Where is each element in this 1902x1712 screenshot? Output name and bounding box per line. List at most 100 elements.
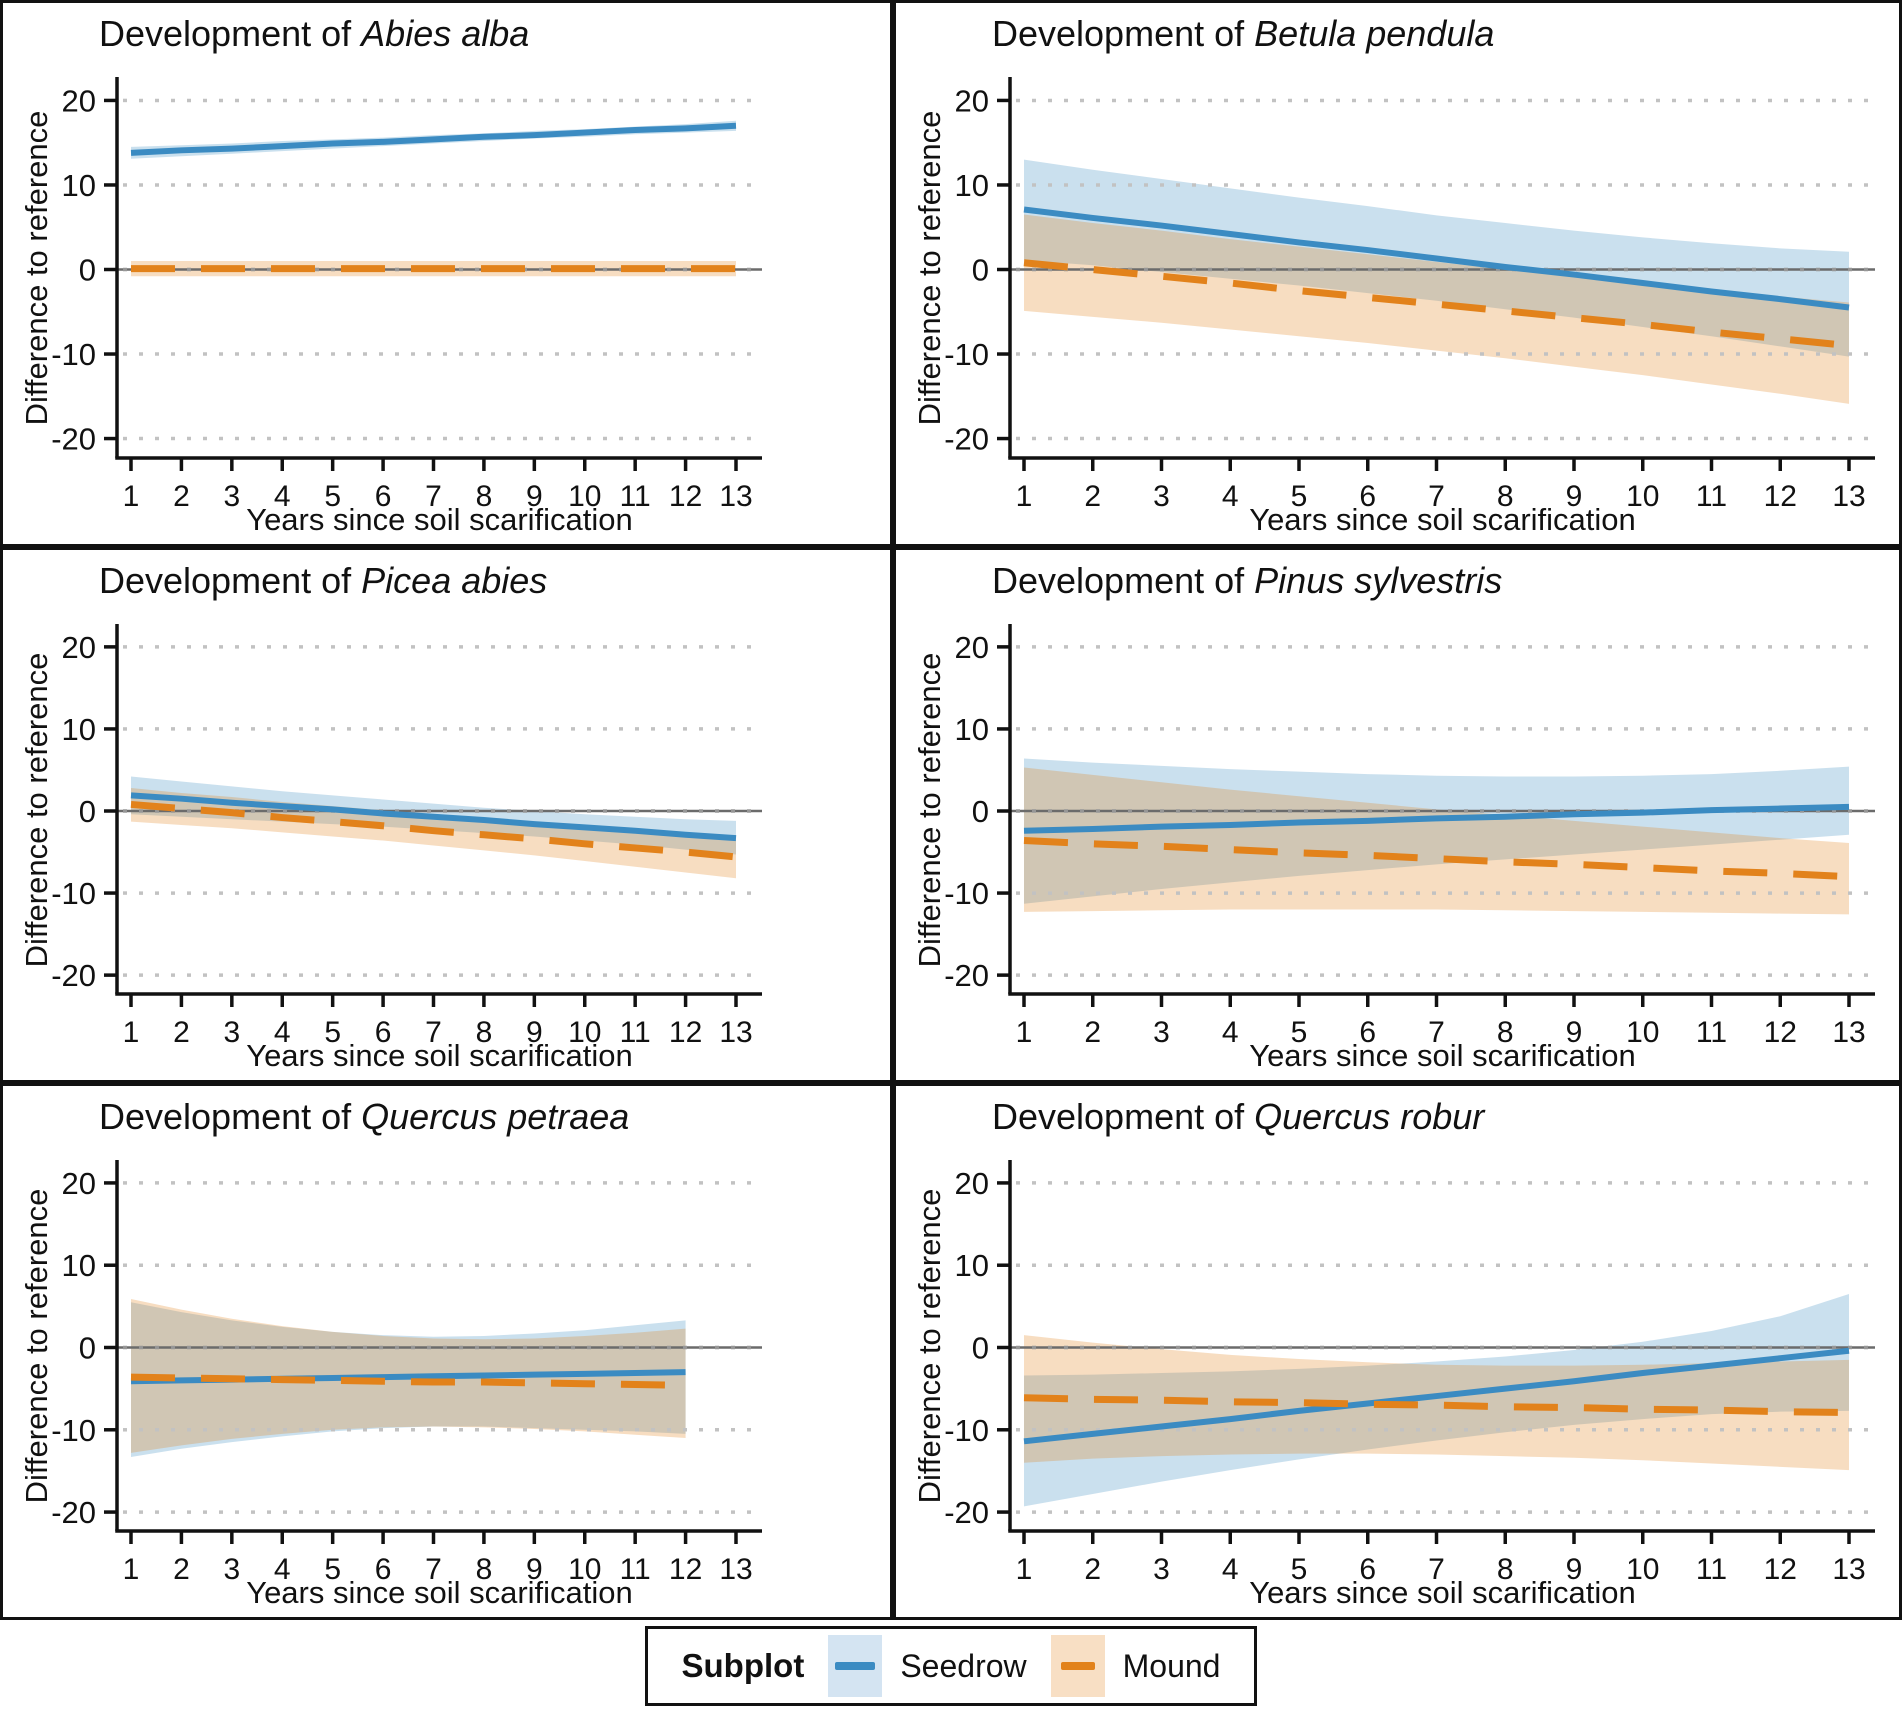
x-tick-label: 10 xyxy=(568,1553,601,1586)
x-tick-label: 11 xyxy=(1696,1016,1727,1049)
panel-title-prefix: Development of xyxy=(992,560,1255,601)
legend-item-seedrow: Seedrow xyxy=(828,1635,1027,1697)
y-tick-label: 20 xyxy=(955,1166,989,1201)
mound-legend-swatch xyxy=(1050,1635,1105,1697)
x-axis-label: Years since soil scarification xyxy=(1249,1575,1636,1610)
x-tick-label: 11 xyxy=(620,1016,651,1049)
legend-label-seedrow: Seedrow xyxy=(900,1647,1027,1684)
x-tick-label: 2 xyxy=(173,1016,190,1049)
y-axis-label: Difference to reference xyxy=(912,652,947,968)
panel-title-prefix: Development of xyxy=(992,1096,1255,1137)
x-tick-label: 1 xyxy=(123,1553,140,1586)
y-tick-label: -10 xyxy=(51,876,96,911)
x-tick-label: 12 xyxy=(669,1553,702,1586)
y-tick-label: -20 xyxy=(51,422,96,457)
mound-trend-line xyxy=(130,800,737,861)
legend: Subplot Seedrow Mound xyxy=(644,1626,1258,1706)
y-tick-label: -20 xyxy=(944,958,989,993)
x-tick-label: 9 xyxy=(1566,1553,1583,1586)
x-axis-label: Years since soil scarification xyxy=(246,1038,633,1073)
panel-title-species: Betula pendula xyxy=(1254,13,1495,54)
panel-picea-abies: Development of Picea abies Difference to… xyxy=(0,547,893,1083)
x-tick-label: 10 xyxy=(568,1016,601,1049)
y-tick-label: 0 xyxy=(972,253,989,288)
x-tick-label: 8 xyxy=(476,480,493,513)
x-tick-label: 1 xyxy=(1016,480,1033,513)
x-tick-label: 9 xyxy=(526,480,543,513)
x-tick-label: 13 xyxy=(1832,480,1865,513)
x-tick-label: 8 xyxy=(1497,1553,1514,1586)
y-tick-label: 20 xyxy=(62,630,96,665)
mound-trend-line xyxy=(130,1373,686,1389)
x-tick-label: 7 xyxy=(425,1553,442,1586)
mound-confidence-ribbon xyxy=(1024,1335,1849,1471)
x-tick-label: 12 xyxy=(1764,480,1797,513)
y-tick-label: 0 xyxy=(79,1331,96,1366)
x-tick-label: 11 xyxy=(1696,1553,1727,1586)
x-tick-label: 2 xyxy=(173,480,190,513)
x-tick-label: 10 xyxy=(568,480,601,513)
x-tick-label: 8 xyxy=(476,1016,493,1049)
seedrow-line-icon xyxy=(835,1662,876,1670)
x-tick-label: 13 xyxy=(1832,1553,1865,1586)
y-tick-label: 10 xyxy=(62,712,96,747)
x-tick-label: 11 xyxy=(620,1553,651,1586)
panel-title: Development of Quercus robur xyxy=(992,1096,1484,1138)
y-tick-label: -10 xyxy=(51,1413,96,1448)
x-tick-label: 1 xyxy=(1016,1553,1033,1586)
legend-title: Subplot xyxy=(681,1647,805,1684)
x-tick-label: 1 xyxy=(123,1016,140,1049)
mound-dash-icon xyxy=(1060,1662,1095,1670)
panel-title-prefix: Development of xyxy=(99,13,362,54)
x-tick-label: 10 xyxy=(1626,1016,1659,1049)
y-tick-label: 10 xyxy=(955,712,989,747)
y-tick-label: 10 xyxy=(62,1248,96,1283)
x-tick-label: 4 xyxy=(274,480,291,513)
seedrow-trend-line xyxy=(130,122,737,156)
x-tick-label: 13 xyxy=(719,480,752,513)
legend-strip: Subplot Seedrow Mound xyxy=(0,1620,1902,1712)
y-axis-label: Difference to reference xyxy=(19,1188,54,1504)
y-tick-label: 10 xyxy=(955,168,989,203)
x-tick-label: 1 xyxy=(1016,1016,1033,1049)
x-axis-label: Years since soil scarification xyxy=(246,502,633,537)
x-tick-label: 5 xyxy=(324,1016,341,1049)
x-tick-label: 3 xyxy=(1153,480,1170,513)
y-axis-label: Difference to reference xyxy=(19,652,54,968)
y-axis-label: Difference to reference xyxy=(912,1188,947,1504)
x-tick-label: 10 xyxy=(1626,1553,1659,1586)
x-tick-label: 3 xyxy=(223,1553,240,1586)
x-tick-label: 5 xyxy=(1291,480,1308,513)
x-tick-label: 13 xyxy=(1832,1016,1865,1049)
seedrow-trend-line xyxy=(1023,1347,1850,1445)
x-tick-label: 6 xyxy=(1359,480,1376,513)
x-tick-label: 6 xyxy=(375,1553,392,1586)
x-tick-label: 7 xyxy=(425,480,442,513)
y-axis-label: Difference to reference xyxy=(19,110,54,426)
x-tick-label: 8 xyxy=(476,1553,493,1586)
x-tick-label: 9 xyxy=(1566,1016,1583,1049)
x-tick-label: 4 xyxy=(1222,1016,1239,1049)
y-tick-label: 10 xyxy=(62,168,96,203)
x-tick-label: 4 xyxy=(1222,480,1239,513)
panel-title: Development of Abies alba xyxy=(99,13,529,55)
x-tick-label: 5 xyxy=(1291,1016,1308,1049)
panel-title-prefix: Development of xyxy=(992,13,1255,54)
x-tick-label: 5 xyxy=(324,1553,341,1586)
mound-confidence-ribbon xyxy=(1024,767,1849,915)
x-tick-label: 12 xyxy=(1764,1553,1797,1586)
y-tick-label: 20 xyxy=(955,83,989,118)
x-tick-label: 2 xyxy=(1084,1553,1101,1586)
x-tick-label: 12 xyxy=(669,1016,702,1049)
y-axis-label: Difference to reference xyxy=(912,110,947,426)
x-tick-label: 7 xyxy=(425,1016,442,1049)
x-tick-label: 9 xyxy=(1566,480,1583,513)
x-tick-label: 3 xyxy=(223,480,240,513)
y-tick-label: 20 xyxy=(62,83,96,118)
x-tick-label: 1 xyxy=(123,480,140,513)
x-tick-label: 4 xyxy=(274,1016,291,1049)
panel-title-species: Quercus petraea xyxy=(361,1096,630,1137)
x-tick-label: 10 xyxy=(1626,480,1659,513)
